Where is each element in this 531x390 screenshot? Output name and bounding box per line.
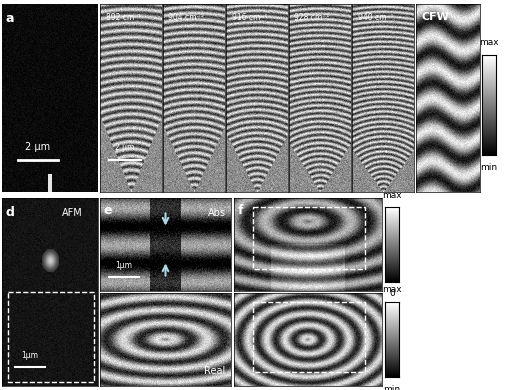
Text: 940 cm⁻¹: 940 cm⁻¹	[357, 12, 393, 21]
Text: 892 cm⁻¹: 892 cm⁻¹	[106, 12, 141, 21]
Text: 928 cm⁻¹: 928 cm⁻¹	[295, 12, 330, 21]
Text: CFW: CFW	[422, 12, 449, 23]
Text: d: d	[5, 206, 14, 220]
Text: 904 cm⁻¹: 904 cm⁻¹	[168, 12, 204, 21]
Text: f: f	[237, 204, 243, 216]
Bar	[7, 291, 93, 381]
Text: max: max	[479, 38, 499, 47]
Bar	[253, 301, 364, 372]
Text: a: a	[5, 12, 14, 25]
Text: max: max	[382, 190, 402, 200]
Text: 1μm: 1μm	[21, 351, 38, 360]
Text: 2 μm: 2 μm	[115, 144, 134, 152]
Text: Real: Real	[204, 367, 226, 376]
Text: Abs: Abs	[208, 209, 226, 218]
Text: 1μm: 1μm	[115, 262, 132, 271]
Text: 2 μm: 2 μm	[25, 142, 50, 152]
Text: 916 cm⁻¹: 916 cm⁻¹	[232, 12, 267, 21]
Text: min: min	[383, 385, 400, 390]
Bar	[253, 206, 364, 268]
Text: e: e	[104, 204, 112, 216]
Text: max: max	[382, 285, 402, 294]
Text: AFM: AFM	[62, 209, 82, 218]
Text: min: min	[481, 163, 498, 172]
Text: 0: 0	[389, 289, 395, 298]
